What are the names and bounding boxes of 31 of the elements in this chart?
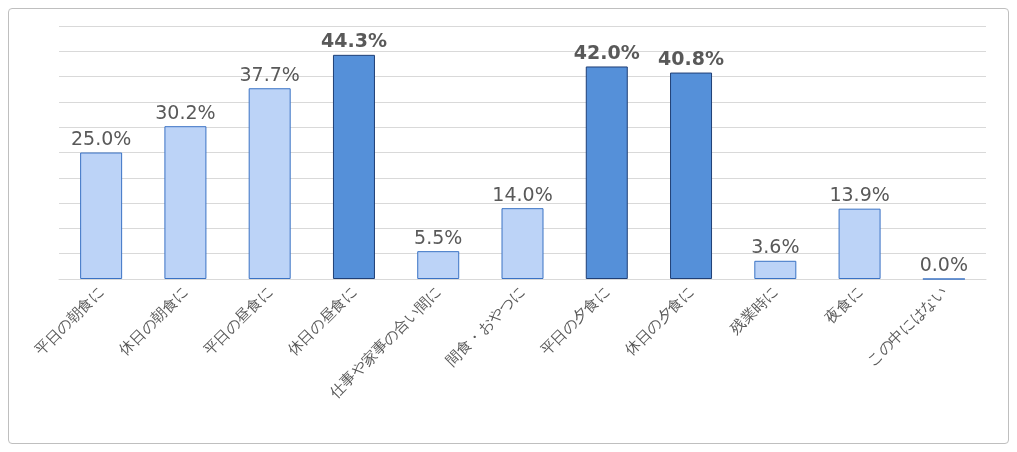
data-label: 3.6% [751,235,800,258]
x-tick-label: 夜食に [821,282,866,328]
x-tick-label: 平日の朝食に [31,282,108,359]
bar [670,72,713,279]
data-label: 25.0% [70,127,132,149]
x-tick-label: 残業時に [726,282,782,338]
x-tick-label: 間食・おやつに [441,282,529,370]
bar [417,251,460,279]
bar [585,66,628,279]
bar [248,88,291,279]
data-label: 0.0% [919,253,968,275]
data-label: 40.8% [658,47,725,70]
data-label: 5.5% [414,225,463,248]
data-label: 44.3% [320,29,387,52]
bar [838,208,881,279]
bar [754,260,797,279]
data-label: 13.9% [829,183,890,206]
x-tick-label: 平日の昼食に [199,282,277,359]
x-tick-label: 平日の夕食に [536,282,614,359]
data-label: 37.7% [239,62,300,85]
bar [501,208,544,279]
data-label: 42.0% [573,40,640,63]
x-tick-label: この中にはない [863,282,951,370]
data-label: 14.0% [492,182,553,205]
bar [164,126,207,279]
x-tick-label: 休日の夕食に [621,282,698,359]
x-tick-label: 休日の朝食に [115,282,192,359]
x-tick-label: 休日の昼食に [283,282,361,359]
bar [332,54,375,279]
bar [80,152,123,279]
data-label: 30.2% [155,100,216,123]
